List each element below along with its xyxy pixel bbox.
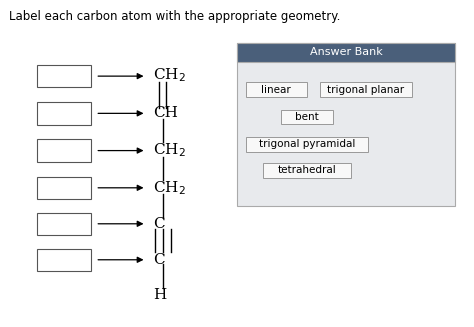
Bar bbox=[237, 43, 456, 62]
Bar bbox=[37, 65, 91, 87]
Bar bbox=[281, 110, 333, 124]
Bar bbox=[37, 249, 91, 271]
Text: C: C bbox=[154, 217, 165, 231]
Text: bent: bent bbox=[295, 112, 319, 122]
Text: trigonal planar: trigonal planar bbox=[327, 85, 404, 95]
Text: H: H bbox=[154, 288, 167, 302]
Text: CH$_2$: CH$_2$ bbox=[154, 66, 186, 84]
Text: C: C bbox=[154, 253, 165, 267]
Text: CH$_2$: CH$_2$ bbox=[154, 179, 186, 197]
Bar bbox=[37, 213, 91, 235]
Bar bbox=[246, 137, 368, 152]
Bar bbox=[246, 82, 307, 97]
Bar bbox=[37, 177, 91, 199]
Text: trigonal pyramidal: trigonal pyramidal bbox=[259, 139, 355, 149]
Text: linear: linear bbox=[262, 85, 291, 95]
Text: tetrahedral: tetrahedral bbox=[277, 165, 336, 175]
Bar bbox=[37, 139, 91, 162]
Bar bbox=[320, 82, 411, 97]
Bar bbox=[263, 163, 351, 178]
Bar bbox=[37, 102, 91, 125]
Text: CH$_2$: CH$_2$ bbox=[154, 142, 186, 160]
Text: Label each carbon atom with the appropriate geometry.: Label each carbon atom with the appropri… bbox=[9, 10, 341, 23]
Bar bbox=[237, 43, 456, 206]
Text: CH: CH bbox=[154, 106, 178, 120]
Text: Answer Bank: Answer Bank bbox=[310, 47, 383, 58]
